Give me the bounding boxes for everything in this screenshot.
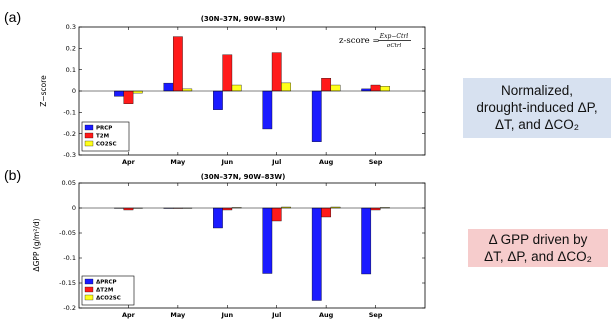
panel-a-bar-prcp-may bbox=[163, 82, 174, 92]
panel-b-legend-swatch-prcp bbox=[84, 278, 94, 285]
formula-numerator: Exp−Ctrl bbox=[379, 33, 409, 40]
panel-b-x-tick-label-jul: Jul bbox=[271, 311, 281, 319]
panel-b-legend: ΔPRCP ΔT2M ΔCO2SC bbox=[81, 275, 135, 306]
panel-b-x-tick-label-apr: Apr bbox=[122, 311, 136, 319]
panel-a-bar-prcp-jul bbox=[262, 90, 273, 130]
callout-a-line-2: drought-induced ΔP, bbox=[476, 100, 598, 115]
panel-a-bar-prcp-aug bbox=[311, 90, 322, 142]
panel-a-title: (30N–37N, 90W–83W) bbox=[201, 15, 286, 23]
panel-a-bar-t2m-jul bbox=[271, 52, 282, 92]
panel-a-bar-co2sc-may bbox=[182, 88, 193, 92]
panel-b-bar-prcp-sep bbox=[361, 207, 372, 275]
panel-b-legend-label-t2m: ΔT2M bbox=[96, 288, 113, 294]
callout-gpp-drivers: Δ GPP driven by ΔT, ΔP, and ΔCO₂ bbox=[468, 229, 608, 267]
panel-a-x-tick-label-apr: Apr bbox=[122, 158, 136, 166]
panel-b-bar-t2m-sep bbox=[370, 207, 381, 211]
panel-a-y-axis-label: Z−score bbox=[39, 75, 48, 107]
panel-b-title: (30N–37N, 90W–83W) bbox=[201, 173, 286, 181]
panel-a-bar-co2sc-jul bbox=[281, 82, 291, 92]
panel-b-plot-frame bbox=[78, 182, 426, 309]
panel-a-bar-t2m-may bbox=[172, 36, 183, 92]
formula-denominator: σCtrl bbox=[387, 43, 402, 49]
panel-a-bar-t2m-apr bbox=[123, 90, 134, 104]
panel-b-bar-t2m-jul bbox=[271, 207, 282, 222]
panel-b-legend-label-prcp: ΔPRCP bbox=[96, 280, 117, 286]
panel-b-y-tick-label: 0.05 bbox=[62, 179, 76, 187]
panel-b-legend-label-co2sc: ΔCO2SC bbox=[96, 296, 121, 302]
panel-a-x-tick-label-jul: Jul bbox=[271, 158, 281, 166]
panel-a-y-tick-label: 0.3 bbox=[66, 23, 76, 31]
panel-a-label: (a) bbox=[4, 9, 21, 25]
panel-a-bar-prcp-jun bbox=[213, 90, 223, 110]
panel-a-y-tick-label: -0.3 bbox=[63, 151, 76, 159]
callout-b-line-2: ΔT, ΔP, and ΔCO₂ bbox=[484, 249, 592, 264]
panel-a-y-tick-label: 0.1 bbox=[66, 66, 76, 74]
panel-a-bar-t2m-jun bbox=[222, 54, 233, 92]
panel-a-x-tick-label-jun: Jun bbox=[220, 158, 233, 166]
callout-b-line-1: Δ GPP driven by bbox=[488, 232, 588, 247]
panel-b-bar-t2m-apr bbox=[123, 207, 134, 211]
panel-b-y-tick-label: -0.15 bbox=[59, 279, 76, 287]
panel-b-x-tick-label-jun: Jun bbox=[220, 311, 233, 319]
panel-b-bar-t2m-jun bbox=[222, 207, 233, 211]
panel-a-bar-co2sc-aug bbox=[330, 84, 341, 92]
panel-b-bar-prcp-jun bbox=[213, 207, 223, 229]
panel-b-bar-prcp-aug bbox=[311, 207, 322, 301]
panel-a-x-tick-label-sep: Sep bbox=[369, 158, 383, 166]
panel-a-legend: PRCP T2M CO2SC bbox=[81, 121, 130, 152]
panel-b-label: (b) bbox=[4, 167, 21, 183]
panel-a-bar-co2sc-apr bbox=[132, 90, 143, 94]
panel-a-x-tick-label-may: May bbox=[170, 158, 186, 166]
panel-b-y-tick-label: 0 bbox=[72, 204, 76, 212]
panel-a: (a) (30N–37N, 90W–83W) Z−score -0.3-0.2-… bbox=[4, 9, 426, 166]
callout-a-line-3: ΔT, and ΔCO₂ bbox=[494, 117, 580, 132]
panel-a-axes: -0.3 -0.2 -0.1 0 0.1 0.2 0.3 Apr May Jun Jul Aug Sep bbox=[63, 23, 425, 166]
panel-a-legend-label-t2m: T2M bbox=[96, 134, 109, 140]
panel-b-y-tick-label: -0.1 bbox=[63, 254, 76, 262]
panel-a-legend-swatch-prcp bbox=[84, 124, 94, 131]
panel-b-axes: -0.2 -0.15 -0.1 -0.05 0 0.05 Apr May Jun Jul Aug Se… bbox=[59, 179, 425, 319]
panel-a-legend-label-co2sc: CO2SC bbox=[96, 142, 117, 148]
panel-a-legend-swatch-co2sc bbox=[84, 140, 94, 147]
panel-b-x-tick-label-may: May bbox=[170, 311, 186, 319]
panel-b-y-axis-label: ΔGPP (g/m²/d) bbox=[32, 218, 41, 271]
panel-a-bar-t2m-sep bbox=[370, 84, 381, 92]
z-score-formula: z-score = Exp−Ctrl σCtrl bbox=[339, 33, 411, 49]
panel-a-legend-label-prcp: PRCP bbox=[96, 126, 112, 132]
panel-b-y-tick-label: -0.05 bbox=[59, 229, 76, 237]
panel-b-y-tick-label: -0.2 bbox=[63, 304, 76, 312]
panel-a-bar-co2sc-jun bbox=[231, 84, 242, 92]
panel-a-bar-prcp-apr bbox=[114, 90, 124, 97]
panel-a-y-tick-label: -0.1 bbox=[63, 109, 76, 117]
panel-a-y-tick-label: 0.2 bbox=[66, 45, 76, 53]
callout-normalized-drivers: Normalized, drought-induced ΔP, ΔT, and … bbox=[463, 78, 611, 138]
panel-b-x-tick-label-aug: Aug bbox=[319, 311, 334, 319]
panel-a-x-tick-label-aug: Aug bbox=[319, 158, 334, 166]
panel-a-bar-co2sc-sep bbox=[380, 86, 390, 92]
panel-b-legend-swatch-t2m bbox=[84, 286, 94, 293]
panel-a-y-tick-label: -0.2 bbox=[63, 130, 76, 138]
panel-b-bar-prcp-jul bbox=[262, 207, 273, 274]
callout-a-line-1: Normalized, bbox=[500, 83, 574, 98]
panel-a-bar-t2m-aug bbox=[321, 78, 332, 92]
panel-a-bar-prcp-sep bbox=[361, 88, 372, 92]
panel-a-legend-swatch-t2m bbox=[84, 132, 94, 139]
panel-b-legend-swatch-co2sc bbox=[84, 294, 94, 301]
panel-a-y-tick-label: 0 bbox=[72, 87, 76, 95]
panel-b-bar-t2m-aug bbox=[321, 207, 332, 218]
formula-lhs: z-score = bbox=[339, 36, 380, 46]
panel-b-x-tick-label-sep: Sep bbox=[369, 311, 383, 319]
panel-b: (b) (30N–37N, 90W–83W) ΔGPP (g/m²/d) -0.… bbox=[4, 167, 426, 319]
panel-b-bars bbox=[79, 206, 425, 301]
panel-a-bars bbox=[79, 36, 425, 142]
